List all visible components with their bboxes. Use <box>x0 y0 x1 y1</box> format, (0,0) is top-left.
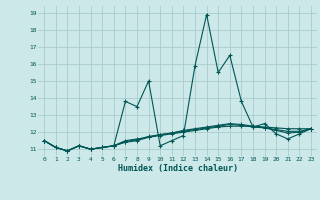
X-axis label: Humidex (Indice chaleur): Humidex (Indice chaleur) <box>118 164 238 173</box>
